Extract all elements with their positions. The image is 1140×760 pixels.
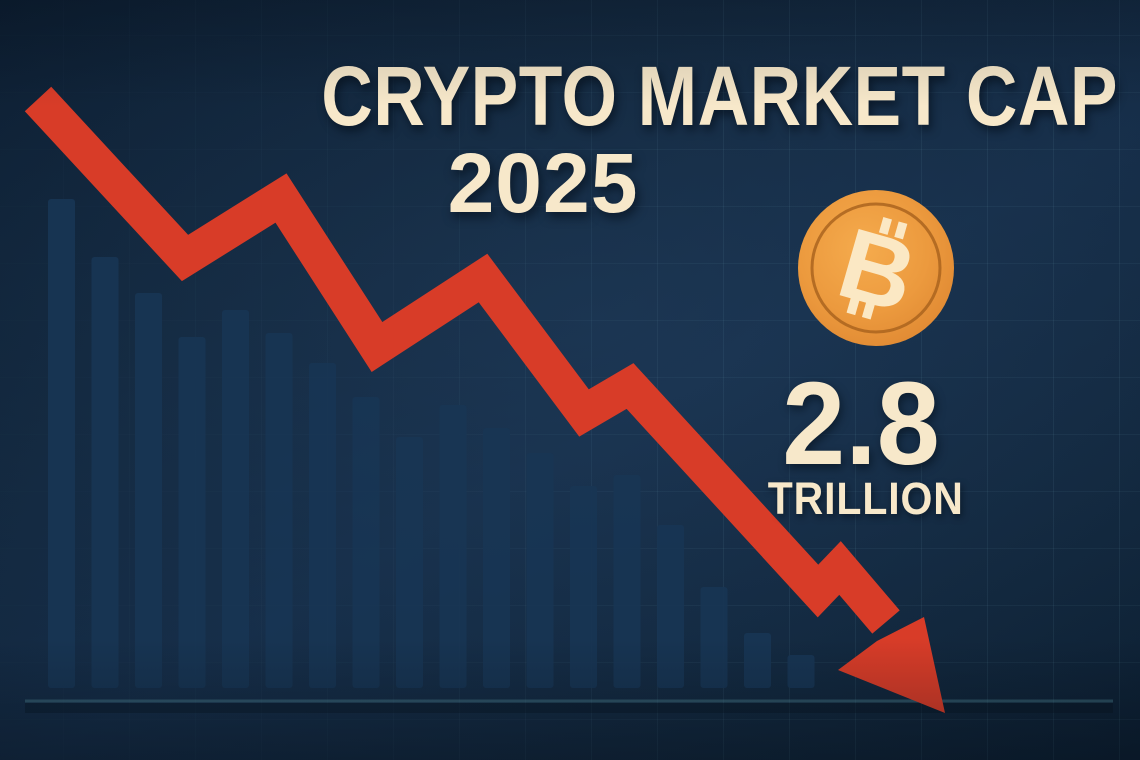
bar bbox=[787, 655, 815, 688]
downtrend-arrowhead-icon bbox=[838, 617, 945, 713]
bar bbox=[178, 337, 206, 688]
bar bbox=[700, 587, 728, 688]
baseline-shadow bbox=[25, 703, 1113, 713]
bar bbox=[222, 310, 249, 688]
downtrend-arrow-line bbox=[24, 86, 900, 634]
page-title: CRYPTO MARKET CAP bbox=[251, 54, 1117, 138]
coin-ring bbox=[810, 202, 942, 334]
stat-value: 2.8 bbox=[561, 365, 1140, 483]
bar bbox=[309, 363, 336, 688]
bar bbox=[439, 405, 467, 688]
stat-unit-label: TRILLION bbox=[566, 476, 1140, 521]
coin-face bbox=[798, 190, 954, 346]
bar bbox=[744, 633, 771, 688]
title-year-text: 2025 bbox=[447, 136, 639, 230]
downtrend-arrow bbox=[24, 86, 945, 713]
bar bbox=[526, 453, 554, 688]
bar bbox=[570, 486, 597, 688]
bar bbox=[91, 257, 119, 688]
bitcoin-coin-icon: B bbox=[798, 190, 954, 346]
bar bbox=[657, 525, 684, 688]
bar bbox=[48, 199, 75, 688]
title-line1: CRYPTO MARKET CAP bbox=[321, 49, 1118, 143]
title-year: 2025 bbox=[243, 141, 843, 225]
bar bbox=[352, 397, 380, 688]
bar bbox=[613, 475, 641, 688]
stat-unit-text: TRILLION bbox=[767, 473, 965, 524]
bar bbox=[396, 437, 423, 688]
bar bbox=[483, 428, 510, 688]
bar bbox=[265, 333, 293, 688]
bar-chart bbox=[48, 199, 815, 688]
bar bbox=[135, 293, 162, 688]
stat-value-text: 2.8 bbox=[782, 358, 940, 490]
